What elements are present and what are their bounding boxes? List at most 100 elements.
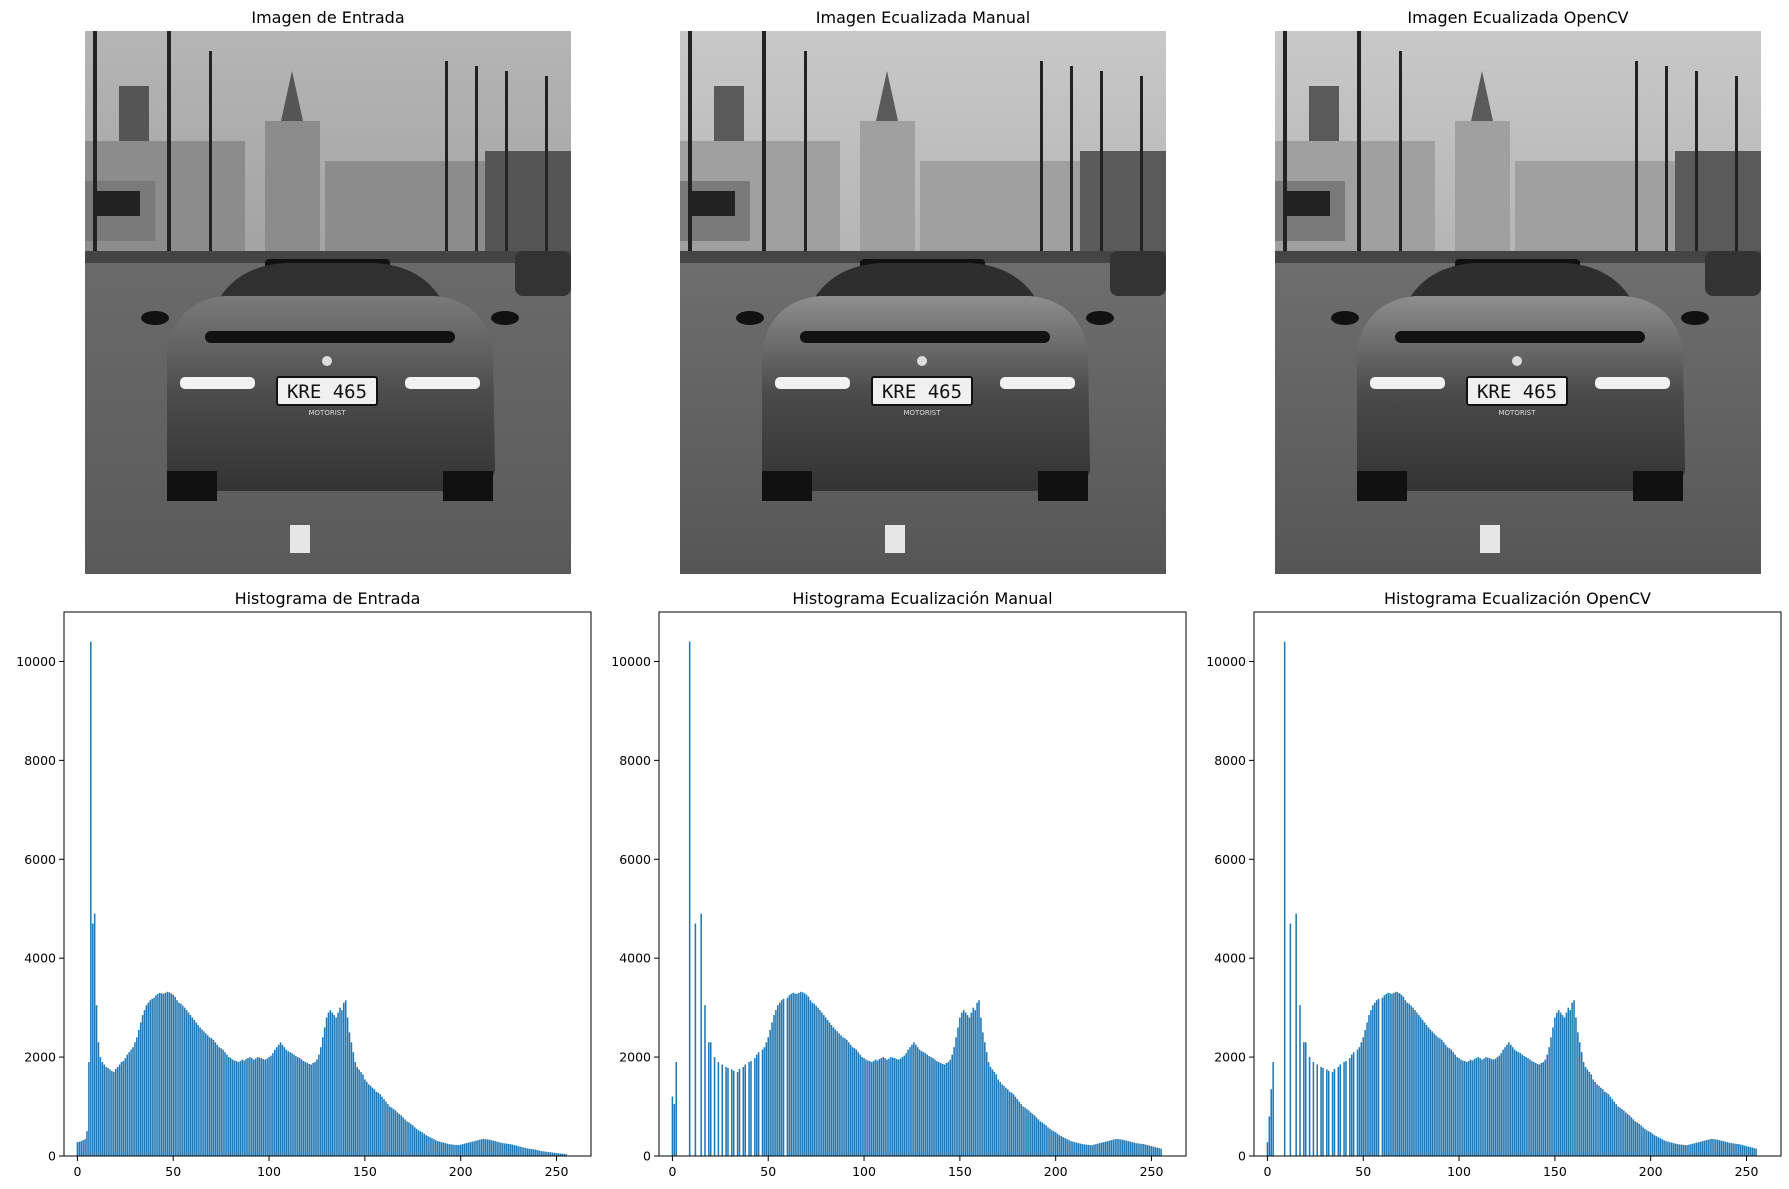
histogram-bar [1152, 1146, 1155, 1156]
x-tick-label: 150 [948, 1164, 972, 1179]
histogram-bar [245, 1059, 247, 1156]
histogram-bar [836, 1031, 838, 1156]
histogram-bar [1506, 1044, 1508, 1156]
histogram-bar [1546, 1054, 1548, 1156]
photo-input: KRE 465 MOTORIST [85, 31, 571, 574]
histogram-bar [413, 1127, 416, 1156]
histogram-bar [350, 1042, 353, 1156]
histogram-bar [1054, 1132, 1057, 1156]
histogram-bar [830, 1024, 833, 1156]
histogram-bar [320, 1047, 322, 1156]
histogram-bar [893, 1058, 896, 1156]
histogram-bar [239, 1061, 242, 1156]
histogram-bar [511, 1144, 514, 1156]
histogram-bar [1116, 1138, 1118, 1156]
histogram-bar [997, 1079, 999, 1156]
histogram-bar [1634, 1121, 1637, 1156]
histogram-bar [1003, 1085, 1005, 1156]
histogram-bar [1728, 1142, 1731, 1156]
histogram-bar [509, 1144, 512, 1156]
histogram-bar [82, 1140, 84, 1156]
y-tick-label: 6000 [24, 852, 56, 867]
histogram-bar [189, 1015, 192, 1156]
histogram-bar [773, 1015, 775, 1156]
histogram-bar [162, 993, 165, 1156]
histogram-bar [383, 1099, 385, 1156]
histogram-bar [1423, 1022, 1426, 1156]
histogram-bar [471, 1141, 473, 1156]
histogram-bar [1739, 1144, 1742, 1156]
histogram-bar [1579, 1042, 1581, 1156]
y-tick-label: 6000 [619, 852, 651, 867]
histogram-bar [500, 1142, 502, 1156]
histogram-bar [229, 1058, 232, 1156]
histogram-bar [1377, 998, 1380, 1156]
histogram-bar [767, 1037, 769, 1156]
histogram-bar [143, 1010, 146, 1156]
histogram-bar [750, 1061, 752, 1156]
histogram-bar [847, 1042, 850, 1156]
histogram-bar [1596, 1084, 1598, 1156]
histogram-bar [855, 1049, 858, 1156]
histogram-bar [953, 1047, 955, 1156]
histogram-bar [1299, 1005, 1301, 1156]
histogram-bar [1028, 1110, 1030, 1156]
histogram-bar [1527, 1058, 1529, 1156]
histogram-bar [1030, 1112, 1032, 1156]
histogram-bar [1033, 1115, 1036, 1156]
histogram-bar [1077, 1143, 1080, 1156]
histogram-bar [1133, 1142, 1136, 1156]
histogram-bar [1104, 1141, 1107, 1156]
histogram-bar [671, 1096, 674, 1156]
histogram-bar [1559, 1012, 1562, 1156]
histogram-bar [688, 641, 691, 1156]
histogram-bar [1108, 1140, 1111, 1156]
histogram-bar [1121, 1139, 1124, 1156]
histogram-bar [423, 1133, 426, 1156]
histogram-bar [1695, 1142, 1698, 1156]
histogram-bar [193, 1020, 196, 1156]
histogram-bar [991, 1069, 994, 1156]
histogram-bar [1600, 1087, 1602, 1156]
histogram-bar [183, 1007, 186, 1156]
histogram-bar [957, 1027, 959, 1156]
histogram-bar [815, 1005, 817, 1156]
histogram-bar [1575, 1017, 1577, 1156]
histogram-bar [1665, 1141, 1667, 1156]
histogram-bar [1720, 1140, 1723, 1156]
histogram-bar [1469, 1059, 1472, 1156]
histogram-bar [1007, 1089, 1009, 1156]
histogram-bar [1655, 1136, 1658, 1156]
histogram-bar [264, 1059, 266, 1156]
histogram-bar [231, 1059, 234, 1156]
histogram-bar [465, 1143, 468, 1156]
histogram-bar [507, 1143, 510, 1156]
histogram-bar [199, 1027, 201, 1156]
histogram-bar [214, 1042, 217, 1156]
histogram-bar [519, 1146, 521, 1156]
histogram-bar [285, 1049, 288, 1156]
histogram-bar [1408, 1003, 1410, 1156]
histogram-bar [1481, 1059, 1483, 1156]
histogram-bar [1349, 1058, 1351, 1156]
histogram-bar [291, 1053, 293, 1156]
histogram-bar [1556, 1012, 1558, 1156]
histogram-bar [532, 1149, 535, 1156]
histogram-bar [548, 1152, 550, 1156]
histogram-bar [103, 1064, 106, 1156]
histogram-bar [928, 1056, 930, 1156]
histogram-bar [99, 1057, 102, 1156]
histogram-bar [803, 993, 806, 1156]
histogram-bar [738, 1068, 741, 1156]
y-tick-label: 0 [48, 1149, 56, 1164]
histogram-bar [1303, 1042, 1305, 1156]
histogram-bar [1646, 1130, 1648, 1156]
histogram-bar [1444, 1044, 1447, 1156]
histogram-bar [492, 1140, 495, 1156]
histogram-bar [941, 1064, 944, 1156]
histogram-bar [312, 1063, 314, 1156]
histogram-bar [861, 1057, 863, 1156]
histogram-bar [1085, 1144, 1088, 1156]
histogram-bar [187, 1012, 190, 1156]
histogram-bar [1322, 1067, 1324, 1156]
